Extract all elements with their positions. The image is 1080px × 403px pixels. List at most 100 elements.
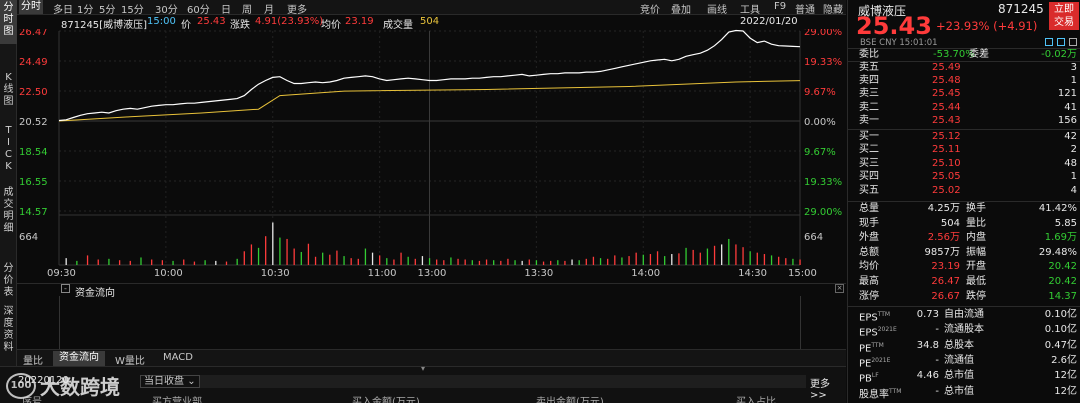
collapse-icon[interactable]: -: [61, 284, 70, 293]
settings-icon[interactable]: [1069, 38, 1077, 46]
buy-level-2-label: 买二: [859, 144, 879, 156]
period-tab-8[interactable]: 周: [242, 5, 252, 16]
money-axis-left: [59, 296, 60, 350]
period-dropdown[interactable]: 当日收盘 ⌄: [140, 375, 200, 388]
fin-label: EPSTTM: [859, 309, 890, 324]
dragon-tiger-panel: ▾ 20220120 当日收盘 ⌄ 更多>> 序号 买方营业部 买入金额(万元)…: [0, 365, 846, 403]
buy-level-5-label: 买五: [859, 184, 879, 196]
volume-bar: [421, 256, 424, 265]
left-tab-char: 资: [3, 330, 14, 341]
sell-level-2-volume: 41: [1064, 101, 1077, 113]
period-tab-10[interactable]: 更多: [287, 5, 307, 16]
volume-bar: [507, 258, 509, 265]
money-flow-title: 资金流向: [75, 288, 115, 299]
grid-icon[interactable]: [1057, 38, 1065, 46]
intraday-chart[interactable]: 26.47 29.00% 24.49 19.33% 22.50 9.67% 20.52 0.0…: [17, 29, 846, 279]
price-value: 25.43: [197, 16, 226, 27]
footer-scroll-track[interactable]: [200, 375, 806, 388]
period-tab-2[interactable]: 1分: [77, 5, 94, 16]
volume-bar: [400, 252, 402, 265]
buy-level-1[interactable]: 买一 25.12 42: [848, 131, 1080, 143]
period-tab-0[interactable]: 分时: [19, 0, 43, 14]
trade-now-button[interactable]: 立即交易: [1049, 2, 1079, 30]
x-tick: 09:30: [47, 268, 76, 279]
left-tab-4[interactable]: 分价表: [0, 261, 17, 298]
fin-label: 流通股本: [944, 324, 984, 336]
sell-level-1-price: 25.43: [932, 114, 961, 126]
buy-level-2[interactable]: 买二 25.11 2: [848, 144, 1080, 156]
period-tab-4[interactable]: 15分: [121, 5, 144, 16]
left-tab-5[interactable]: 深度资料: [0, 304, 17, 364]
buy-level-3[interactable]: 买三 25.10 48: [848, 158, 1080, 170]
change-value: 4.91(23.93%): [255, 16, 324, 27]
toolbar-button-0[interactable]: 竞价: [640, 5, 660, 16]
left-tab-0[interactable]: 分时图: [0, 0, 17, 44]
period-tab-5[interactable]: 30分: [155, 5, 178, 16]
divider: [848, 48, 1080, 49]
volume-bar: [656, 251, 659, 265]
toolbar-button-3[interactable]: 工具: [740, 5, 760, 16]
panel-splitter[interactable]: ▾: [0, 365, 846, 373]
period-tab-3[interactable]: 5分: [99, 5, 116, 16]
indicator-tab-0[interactable]: 量比: [23, 356, 43, 367]
buy-level-3-volume: 48: [1064, 157, 1077, 169]
volume-bar: [471, 260, 473, 265]
sell-level-1[interactable]: 卖一 25.43 156: [848, 115, 1080, 127]
toolbar-button-4[interactable]: F9: [774, 1, 787, 12]
close-icon[interactable]: ×: [835, 284, 844, 293]
header-sell-amount: 卖出金额(万元): [536, 397, 604, 403]
volume-bar: [728, 238, 730, 265]
period-tab-9[interactable]: 月: [264, 5, 274, 16]
stat-label: 换手: [966, 203, 986, 214]
volume-bar: [592, 256, 595, 265]
sell-level-5[interactable]: 卖五 25.49 3: [848, 62, 1080, 74]
volume-bar: [464, 259, 466, 265]
left-tab-char: 表: [3, 287, 14, 298]
more-link[interactable]: 更多>>: [810, 379, 830, 401]
left-tab-char: 图: [3, 26, 14, 37]
indicator-tab-1[interactable]: 资金流向: [53, 351, 105, 366]
sell-level-2[interactable]: 卖二 25.44 41: [848, 102, 1080, 114]
volume-bar: [792, 258, 794, 265]
toolbar-button-5[interactable]: 普通: [795, 5, 815, 16]
period-tab-1[interactable]: 多日: [53, 5, 73, 16]
pencil-icon[interactable]: [1045, 38, 1053, 46]
sell-level-4[interactable]: 卖四 25.48 1: [848, 75, 1080, 87]
fin-row: EPSTTM 0.73 自由流通 0.10亿: [848, 309, 1080, 324]
volume-bar: [257, 247, 260, 265]
stat-value: 23.19: [931, 261, 960, 273]
volume-bar: [692, 249, 694, 265]
volume-bar: [393, 259, 395, 265]
volume-bar: [151, 259, 153, 265]
buy-level-4[interactable]: 买四 25.05 1: [848, 171, 1080, 183]
stat-label: 开盘: [966, 261, 986, 273]
fin-value: 0.10亿: [1044, 309, 1077, 320]
volume-tick-right: 664: [804, 232, 823, 243]
left-tab-char: 料: [3, 342, 14, 353]
indicator-tab-2[interactable]: W量比: [115, 356, 145, 367]
toolbar-button-2[interactable]: 画线: [707, 5, 727, 16]
price-line: [58, 29, 801, 122]
volume-bar: [357, 258, 359, 265]
fin-label-sup: TTM: [871, 341, 884, 349]
left-tab-char: 明: [3, 211, 14, 222]
header-buy-ratio: 买入占比: [736, 397, 776, 403]
buy-level-1-price: 25.12: [932, 131, 961, 142]
sell-level-3[interactable]: 卖三 25.45 121: [848, 88, 1080, 100]
buy-level-5[interactable]: 买五 25.02 4: [848, 185, 1080, 197]
stat-row: 均价 23.19 开盘 20.42: [848, 261, 1080, 273]
x-tick: 13:30: [524, 268, 553, 279]
toolbar-button-1[interactable]: 叠加: [671, 5, 691, 16]
period-tab-6[interactable]: 60分: [187, 5, 210, 16]
toolbar-button-6[interactable]: 隐藏: [823, 5, 843, 16]
volume-bar: [193, 261, 196, 265]
period-tab-7[interactable]: 日: [221, 5, 231, 16]
left-tab-3[interactable]: 成交明细: [0, 185, 17, 245]
volume-bar: [635, 252, 637, 265]
volume-bar: [279, 237, 281, 265]
weicha-value: -0.02万: [1041, 49, 1077, 60]
indicator-tab-3[interactable]: MACD: [163, 352, 193, 363]
